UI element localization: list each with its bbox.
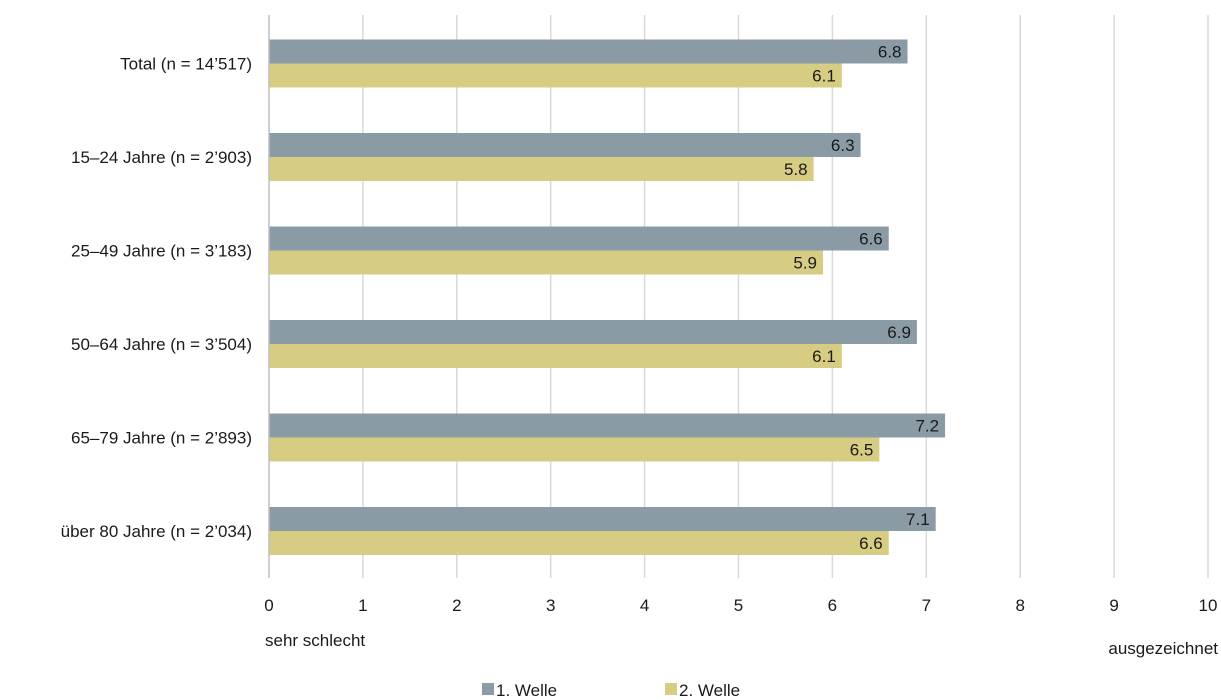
bar bbox=[269, 413, 946, 438]
legend-swatch bbox=[482, 683, 494, 695]
legend: 1. Welle 2. Welle bbox=[482, 681, 740, 700]
x-tick-label: 2 bbox=[452, 596, 461, 615]
category-label: 65–79 Jahre (n = 2’893) bbox=[71, 429, 252, 448]
category-label: Total (n = 14’517) bbox=[120, 55, 252, 74]
legend-label: 2. Welle bbox=[679, 681, 740, 700]
bar bbox=[269, 39, 908, 64]
data-label: 6.3 bbox=[831, 136, 855, 155]
labels-layer: Total (n = 14’517) 6.8 6.1 15–24 Jahre (n =… bbox=[61, 43, 939, 554]
category-label: 50–64 Jahre (n = 3’504) bbox=[71, 335, 252, 354]
legend-label: 1. Welle bbox=[496, 681, 557, 700]
x-tick-label: 3 bbox=[546, 596, 555, 615]
bars-layer bbox=[269, 39, 946, 555]
x-tick-label: 6 bbox=[828, 596, 837, 615]
data-label: 5.9 bbox=[793, 254, 817, 273]
data-label: 6.8 bbox=[878, 43, 902, 62]
bar bbox=[269, 63, 842, 88]
bar bbox=[269, 226, 889, 251]
x-tick-label: 5 bbox=[734, 596, 743, 615]
grid-layer bbox=[362, 15, 1209, 578]
x-tick-label: 9 bbox=[1109, 596, 1118, 615]
data-label: 7.2 bbox=[915, 417, 939, 436]
bar bbox=[269, 133, 861, 157]
data-label: 5.8 bbox=[784, 160, 808, 179]
category-label: über 80 Jahre (n = 2’034) bbox=[61, 522, 252, 541]
category-label: 25–49 Jahre (n = 3’183) bbox=[71, 242, 252, 261]
bar bbox=[269, 531, 889, 555]
data-label: 6.1 bbox=[812, 347, 836, 366]
legend-swatch bbox=[665, 683, 677, 695]
x-tick-label: 8 bbox=[1015, 596, 1024, 615]
bar bbox=[269, 507, 936, 531]
x-tick-label: 1 bbox=[358, 596, 367, 615]
x-tick-label: 10 bbox=[1199, 596, 1218, 615]
bar bbox=[269, 320, 917, 344]
data-label: 6.6 bbox=[859, 534, 883, 553]
data-label: 7.1 bbox=[906, 510, 930, 529]
x-tick-label: 7 bbox=[922, 596, 931, 615]
data-label: 6.1 bbox=[812, 67, 836, 86]
data-label: 6.6 bbox=[859, 230, 883, 249]
category-label: 15–24 Jahre (n = 2’903) bbox=[71, 148, 252, 167]
data-label: 6.5 bbox=[850, 441, 874, 460]
axis-layer: 0 1 2 3 4 5 6 7 8 9 10 bbox=[264, 15, 1217, 615]
scale-low-label: sehr schlecht bbox=[265, 631, 365, 650]
bar bbox=[269, 250, 824, 275]
bar bbox=[269, 344, 842, 368]
bar bbox=[269, 437, 880, 462]
data-label: 6.9 bbox=[887, 323, 911, 342]
x-tick-label: 4 bbox=[640, 596, 649, 615]
x-tick-label: 0 bbox=[264, 596, 273, 615]
bar bbox=[269, 157, 814, 181]
scale-high-label: ausgezeichnet bbox=[1108, 639, 1218, 658]
